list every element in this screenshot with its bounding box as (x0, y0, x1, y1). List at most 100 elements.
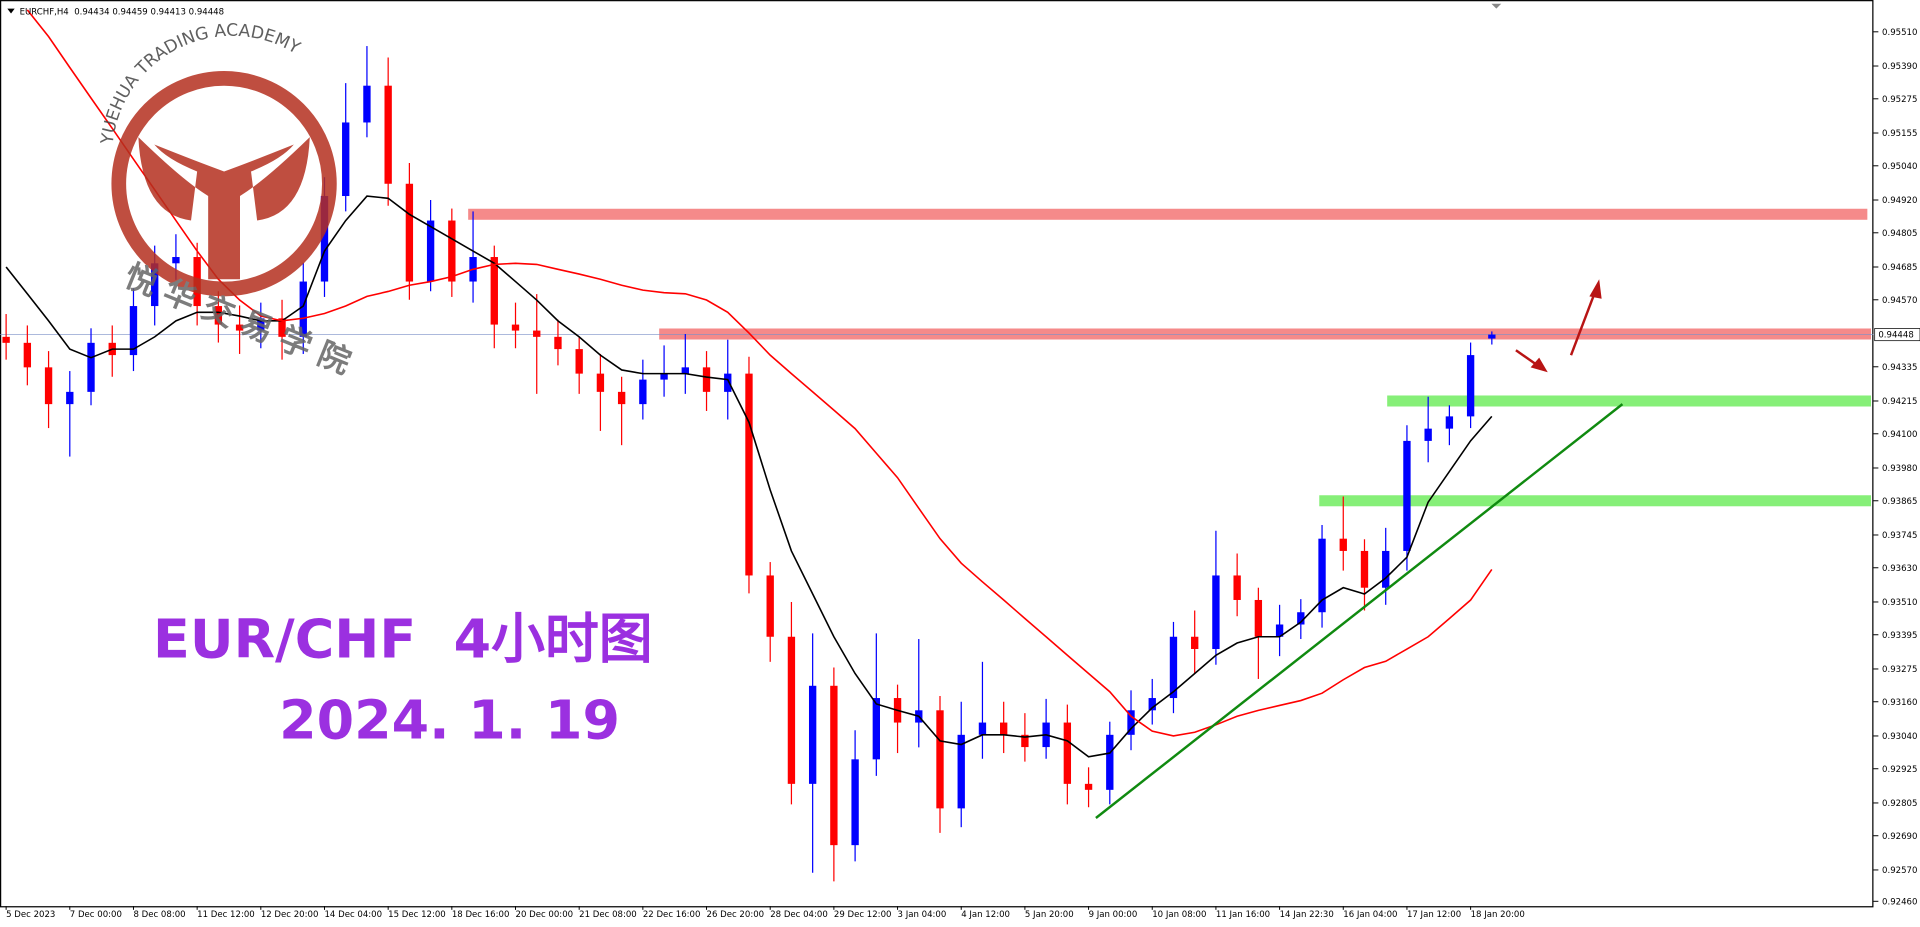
candle-body (44, 367, 53, 405)
candle-body (808, 685, 817, 784)
moving-average (5, 195, 1493, 758)
y-tick-label: 0.94100 (1882, 430, 1917, 440)
candle-body (1106, 734, 1114, 790)
y-tick-label: 0.93275 (1882, 665, 1917, 675)
candle-body (872, 698, 880, 760)
candle-body (214, 306, 223, 325)
candle-body (2, 336, 10, 343)
candle-body (257, 318, 265, 331)
candle-body (1403, 440, 1411, 551)
y-tick-label: 0.95040 (1882, 162, 1917, 172)
candle-body (87, 342, 95, 392)
candle-body (957, 734, 965, 809)
candle-body (129, 306, 138, 356)
y-tick-label: 0.93630 (1882, 564, 1917, 574)
arrow-head (1530, 357, 1548, 373)
candle-body (1445, 416, 1454, 429)
header-low: 0.94413 (151, 8, 186, 18)
candle-body (172, 257, 180, 264)
candle-body (1318, 538, 1326, 613)
candle-body (1466, 355, 1475, 417)
candle-body (1254, 599, 1263, 637)
candle-body (384, 85, 392, 184)
candle-body (320, 196, 329, 282)
logo-mark (138, 137, 310, 280)
x-tick-label: 15 Dec 12:00 (388, 910, 446, 920)
x-tick-label: 8 Dec 08:00 (133, 910, 185, 920)
y-tick-label: 0.95155 (1882, 129, 1917, 139)
level-zone (1319, 495, 1872, 507)
header-close: 0.94448 (189, 8, 224, 18)
candle-body (702, 367, 711, 392)
x-tick-label: 4 Jan 12:00 (961, 910, 1010, 920)
candle-body (1021, 734, 1029, 748)
y-tick-label: 0.94805 (1882, 229, 1917, 239)
candle-body (617, 391, 626, 405)
candle-body (575, 349, 583, 374)
x-tick-label: 17 Jan 12:00 (1407, 910, 1461, 920)
candle-body (1382, 550, 1390, 588)
y-tick-label: 0.95275 (1882, 95, 1917, 105)
y-tick-label: 0.92690 (1882, 832, 1917, 842)
candle-body (660, 373, 668, 380)
candle-body (1275, 624, 1284, 637)
x-tick-label: 22 Dec 16:00 (643, 910, 701, 920)
candle-body (1297, 612, 1305, 625)
candle-body (978, 722, 987, 735)
price-tag (1874, 328, 1920, 342)
header-high: 0.94459 (112, 8, 147, 18)
candle-body (299, 281, 307, 337)
candle-body (1191, 636, 1199, 650)
chart-subtitle: 2024. 1. 19 (279, 688, 620, 751)
y-tick-label: 0.93040 (1882, 732, 1917, 742)
symbol: EURCHF,H4 (20, 8, 69, 18)
candle-body (151, 263, 159, 307)
candle-body (66, 391, 74, 405)
y-tick-label: 0.94215 (1882, 397, 1917, 407)
y-tick-label: 0.92460 (1882, 897, 1917, 907)
candle-body (363, 85, 371, 123)
axes: 0.95510 0.95390 0.95275 0.95155 0.95040 0.949… (5, 28, 1920, 920)
candle-body (787, 636, 796, 784)
logo-ring (111, 71, 337, 297)
candle-body (533, 330, 541, 337)
plot-frame (0, 0, 1874, 908)
watermark: YUEHUA TRADING ACADEMY 悦华交易学院 (98, 21, 366, 385)
level-zone (468, 208, 1868, 220)
trend-line (1095, 403, 1624, 819)
candle-body (745, 373, 753, 576)
candle-body (490, 257, 498, 325)
x-tick-label: 14 Jan 22:30 (1280, 910, 1334, 920)
level-zone (1387, 395, 1872, 407)
chart-title: EUR/CHF 4小时图 (153, 608, 653, 671)
x-tick-label: 9 Jan 00:00 (1089, 910, 1138, 920)
candle-body (639, 379, 647, 405)
candle-body (1339, 538, 1347, 551)
candle-body (724, 373, 732, 392)
x-tick-label: 18 Jan 20:00 (1471, 910, 1525, 920)
x-tick-label: 7 Dec 00:00 (70, 910, 122, 920)
candle-body (235, 324, 244, 331)
x-tick-label: 5 Jan 20:00 (1025, 910, 1074, 920)
candle-body (1424, 428, 1432, 441)
y-tick-label: 0.95510 (1882, 28, 1917, 38)
x-tick-label: 16 Jan 04:00 (1343, 910, 1397, 920)
level-zone (659, 328, 1872, 340)
scroll-caret (1491, 3, 1502, 9)
candle-body (554, 336, 562, 350)
y-tick-label: 0.93865 (1882, 497, 1917, 507)
moving-average (26, 9, 1493, 737)
y-tick-label: 0.95390 (1882, 62, 1917, 72)
y-tick-label: 0.94685 (1882, 263, 1917, 273)
arrow-head (1589, 279, 1602, 299)
x-tick-label: 10 Jan 08:00 (1152, 910, 1206, 920)
header-open: 0.94434 (74, 8, 109, 18)
candle-body (1169, 636, 1178, 699)
x-tick-label: 12 Dec 20:00 (261, 910, 319, 920)
candle-body (405, 183, 414, 282)
y-tick-label: 0.93395 (1882, 631, 1917, 641)
x-tick-label: 26 Dec 20:00 (707, 910, 765, 920)
x-tick-label: 11 Dec 12:00 (197, 910, 255, 920)
x-tick-label: 5 Dec 2023 (6, 910, 55, 920)
x-tick-label: 11 Jan 16:00 (1216, 910, 1270, 920)
